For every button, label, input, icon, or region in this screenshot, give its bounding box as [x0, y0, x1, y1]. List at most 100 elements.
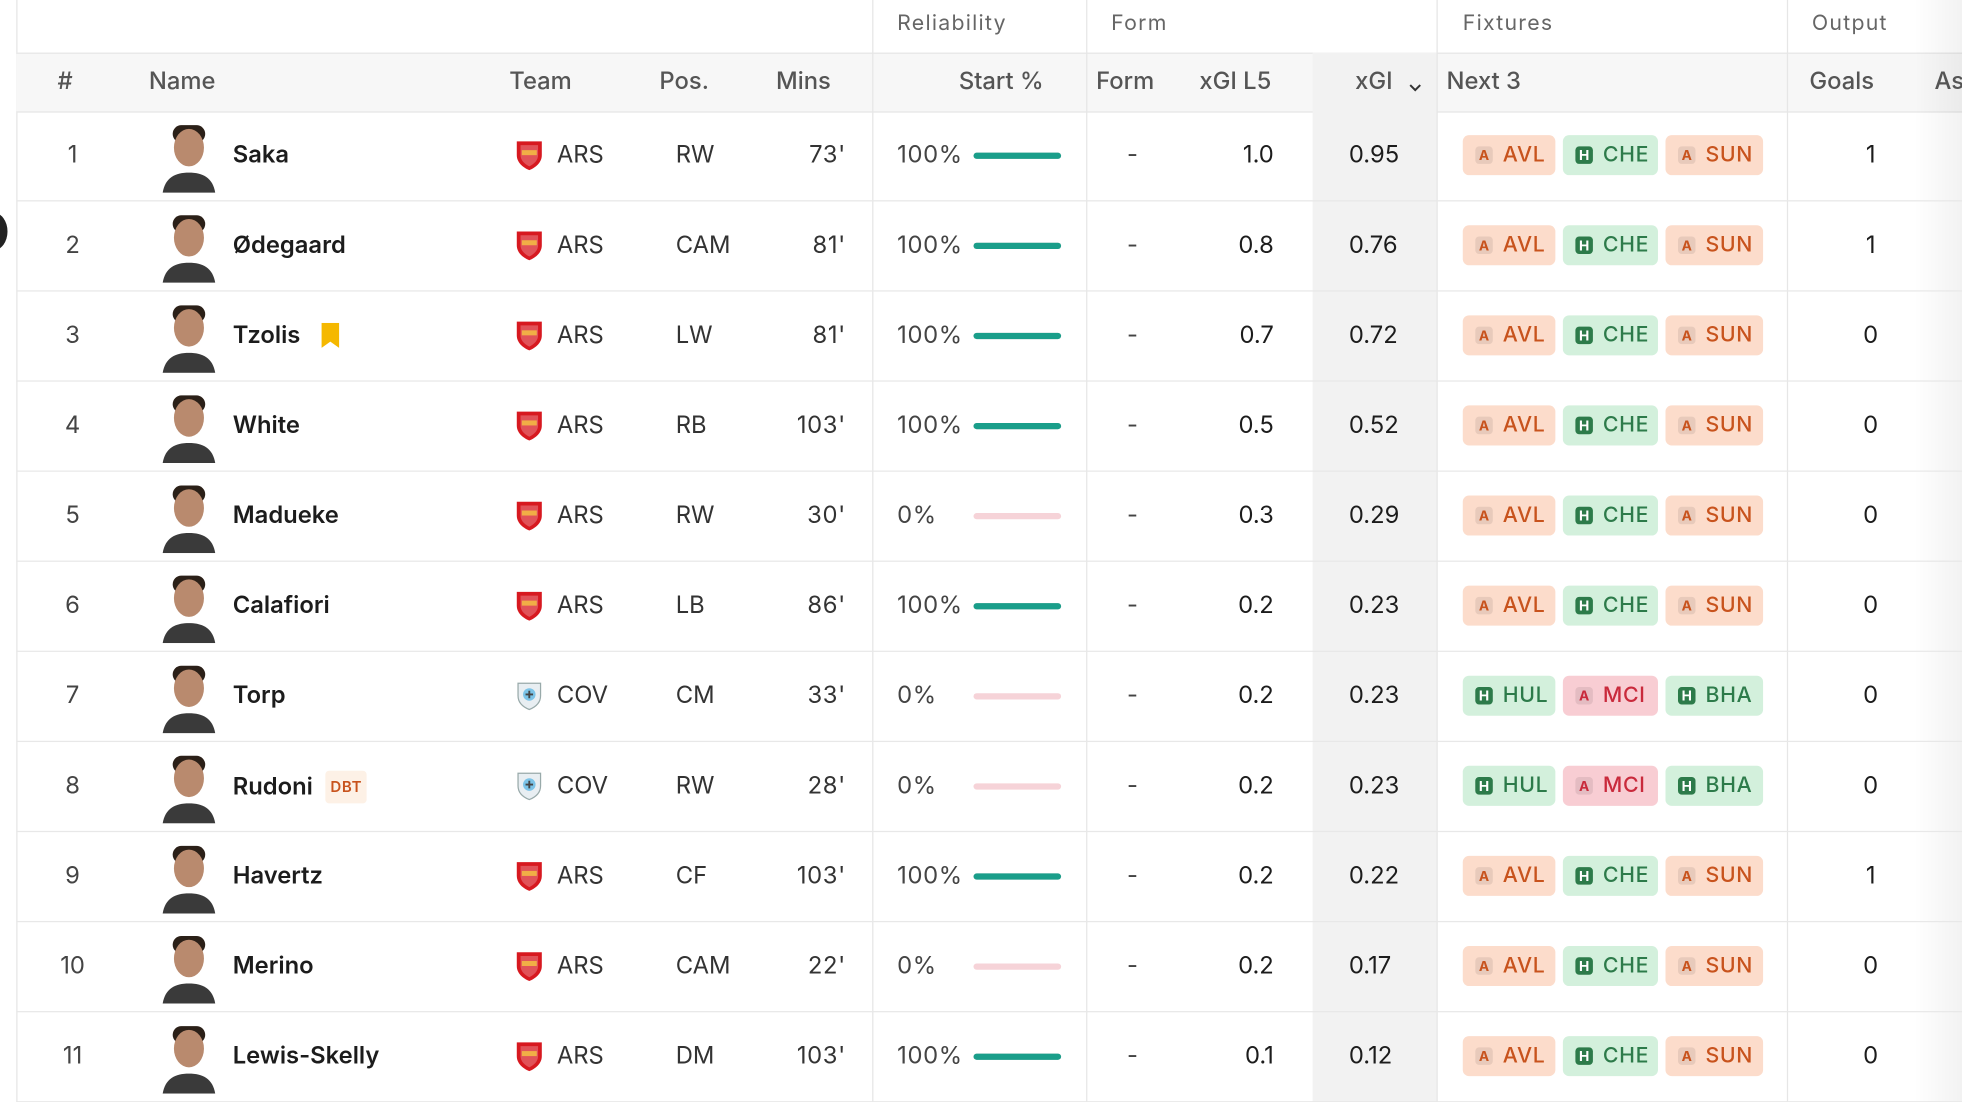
form: -: [1126, 950, 1138, 980]
sort-chevron-part: [1409, 84, 1421, 92]
venue-badge: H: [1575, 506, 1593, 525]
player-name: Lewis-Skelly: [232, 1041, 380, 1070]
fixture-pill: A SUN: [1665, 405, 1764, 446]
fixture-pill: H CHE: [1562, 405, 1658, 446]
column-header: Start %: [958, 66, 1044, 96]
start-bar: [973, 603, 1062, 610]
player-photo-part: [173, 759, 204, 798]
xgi-l5: 0.5: [1238, 410, 1274, 440]
team-badge-part: [516, 141, 542, 171]
table-row[interactable]: [16, 831, 1962, 923]
fixture-pill: A SUN: [1665, 135, 1764, 176]
table-row[interactable]: [16, 651, 1962, 743]
xgi: 0.12: [1348, 1041, 1393, 1070]
start-bar-track: [973, 1053, 1062, 1060]
team-badge: [516, 139, 544, 177]
player-photo: [160, 120, 218, 198]
team-badge: [516, 1040, 544, 1078]
team-badge-part: [521, 600, 537, 606]
team-badge: [516, 499, 544, 537]
table-row[interactable]: [16, 200, 1962, 292]
table-row[interactable]: [16, 561, 1962, 652]
table-row[interactable]: [16, 921, 1962, 1013]
start-bar: [973, 152, 1062, 159]
xgi: 0.95: [1348, 140, 1400, 169]
table-row[interactable]: [16, 741, 1962, 833]
fixture-pill: H CHE: [1562, 495, 1658, 536]
xgi-l5: 0.2: [1238, 770, 1274, 800]
player-photo: [160, 931, 218, 1009]
team-badge: [516, 679, 544, 717]
team: ARS: [556, 320, 604, 350]
start-bar-track: [973, 242, 1062, 250]
start-bar-track: [973, 603, 1062, 610]
fixture-team: SUN: [1705, 593, 1753, 619]
player-photo-part: [162, 395, 216, 463]
table-row[interactable]: [16, 290, 1962, 382]
team-badge-part: [516, 952, 542, 982]
fixture-pill: A AVL: [1462, 945, 1556, 987]
start-bar-track: [973, 422, 1062, 430]
venue-badge: H: [1475, 686, 1493, 705]
player-photo: [160, 210, 218, 288]
team-badge-part: [516, 231, 542, 261]
fixture-team: AVL: [1502, 503, 1546, 529]
team-badge: [516, 229, 544, 267]
xgi-l5: 0.2: [1238, 950, 1274, 980]
table-row[interactable]: [16, 110, 1962, 202]
rank: 2: [65, 230, 80, 260]
scroll-handle[interactable]: [0, 212, 8, 251]
table-row[interactable]: [16, 380, 1962, 472]
rank: 5: [65, 500, 80, 530]
player-photo-part: [162, 623, 216, 644]
team-badge-part: [516, 862, 542, 891]
fixture-pill: A AVL: [1462, 135, 1556, 176]
start-bar-track: [973, 152, 1062, 159]
team: COV: [556, 680, 608, 710]
team-badge-part: [516, 411, 542, 441]
venue-badge: H: [1575, 957, 1593, 975]
venue-badge: A: [1575, 686, 1593, 705]
fixture-team: MCI: [1602, 683, 1646, 709]
team-badge: [516, 950, 544, 988]
venue-badge: A: [1677, 1047, 1696, 1065]
column-header: Mins: [776, 66, 831, 96]
player-photo-part: [173, 669, 204, 707]
fixture-team: CHE: [1602, 593, 1650, 619]
fixture-team: AVL: [1502, 142, 1546, 168]
team-badge-part: [516, 1042, 542, 1072]
player-name-cell: Saka: [233, 140, 289, 170]
goals: 0: [1863, 500, 1879, 530]
player-photo: [160, 480, 218, 558]
player-photo-part: [162, 755, 216, 824]
venue-badge: H: [1575, 236, 1593, 255]
venue-badge: A: [1475, 596, 1493, 615]
player-photo-part: [162, 713, 216, 734]
fixture-team: CHE: [1602, 1043, 1650, 1069]
position: CM: [675, 680, 715, 710]
sort-chevron: [1408, 75, 1423, 100]
fixture-team: CHE: [1602, 412, 1650, 438]
fixture-team: BHA: [1705, 683, 1753, 709]
team: ARS: [556, 500, 604, 530]
minutes: 103': [796, 1041, 846, 1070]
venue-badge: A: [1575, 777, 1593, 795]
fixture-pill: H HUL: [1462, 765, 1556, 806]
start-bar: [973, 332, 1062, 340]
table-row[interactable]: [16, 470, 1962, 562]
player-photo: [160, 1021, 218, 1099]
player-photo-part: [162, 1073, 216, 1094]
column-header: #: [57, 66, 73, 96]
form: -: [1126, 770, 1138, 800]
column-header: Team: [509, 66, 572, 96]
venue-badge: A: [1475, 506, 1493, 525]
team-badge-part: [521, 1051, 537, 1057]
player-photo-part: [162, 803, 216, 824]
player-name: Madueke: [232, 500, 339, 530]
player-photo-part: [162, 665, 216, 734]
player-name: Merino: [232, 950, 314, 980]
player-photo-part: [162, 352, 216, 373]
venue-badge: A: [1677, 326, 1696, 345]
form: -: [1126, 1041, 1138, 1070]
player-photo-part: [162, 1026, 216, 1094]
